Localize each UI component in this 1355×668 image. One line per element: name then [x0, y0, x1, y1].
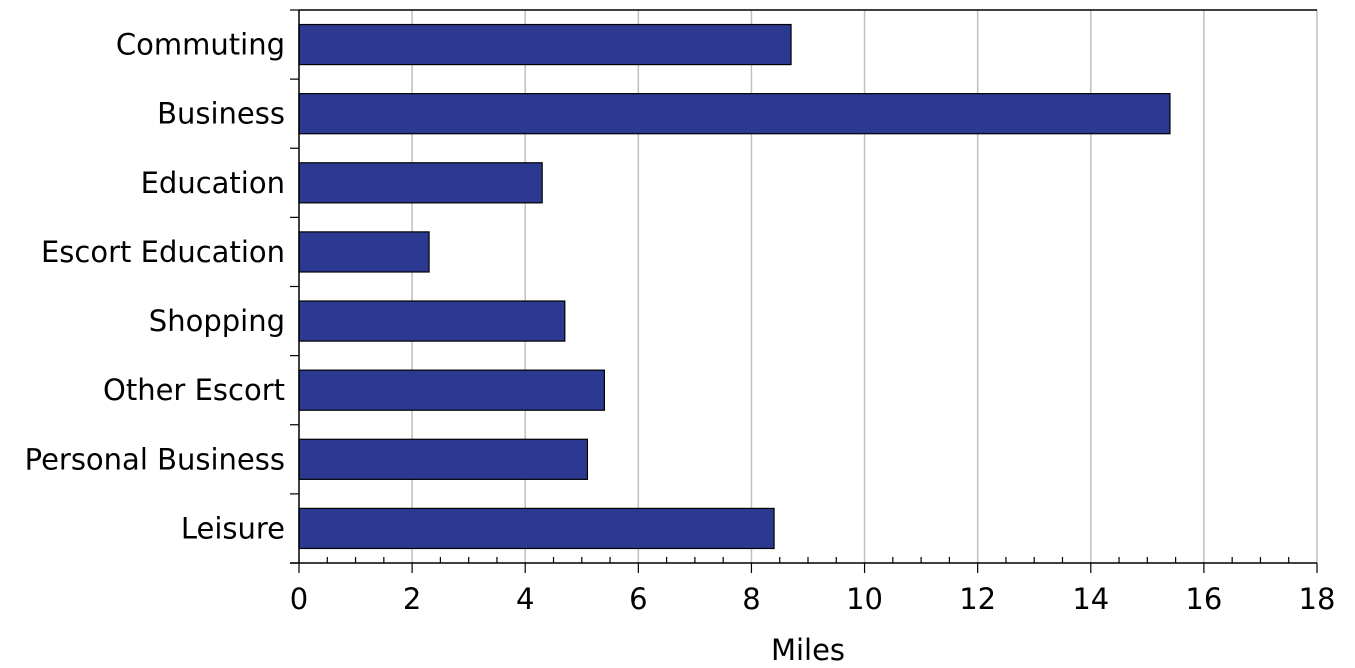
category-label: Leisure	[181, 511, 285, 545]
x-tick-label: 6	[629, 582, 647, 616]
bar-shopping	[298, 300, 566, 342]
category-labels: Commuting Business Education Escort Educati…	[25, 28, 285, 546]
category-label: Personal Business	[25, 442, 285, 476]
axes	[290, 9, 1318, 573]
category-label: Shopping	[149, 304, 285, 338]
x-tick-label: 4	[516, 582, 534, 616]
category-label: Education	[141, 166, 285, 200]
category-label: Other Escort	[103, 373, 285, 407]
x-tick-label: 14	[1072, 582, 1109, 616]
x-tick-label: 10	[846, 582, 883, 616]
x-tick-label: 2	[403, 582, 421, 616]
category-label: Business	[157, 97, 285, 131]
x-tick-label: 16	[1185, 582, 1222, 616]
bar-other-escort	[298, 369, 605, 411]
x-tick-label: 0	[290, 582, 308, 616]
bar-business	[298, 93, 1171, 135]
bar-education	[298, 162, 543, 204]
x-axis-title: Miles	[771, 633, 845, 667]
bar-commuting	[298, 23, 792, 66]
bars	[298, 23, 1171, 550]
bar-escort-education	[298, 231, 430, 273]
x-tick-labels: 0 2 4 6 8 10 12 14 16 18	[290, 582, 1336, 616]
category-label: Commuting	[116, 28, 285, 62]
x-tick-label: 12	[959, 582, 996, 616]
x-tick-label: 18	[1299, 582, 1336, 616]
gridlines	[299, 9, 1318, 563]
x-tick-label: 8	[742, 582, 760, 616]
bar-leisure	[298, 507, 775, 550]
bar-personal-business	[298, 438, 589, 480]
category-label: Escort Education	[41, 235, 285, 269]
